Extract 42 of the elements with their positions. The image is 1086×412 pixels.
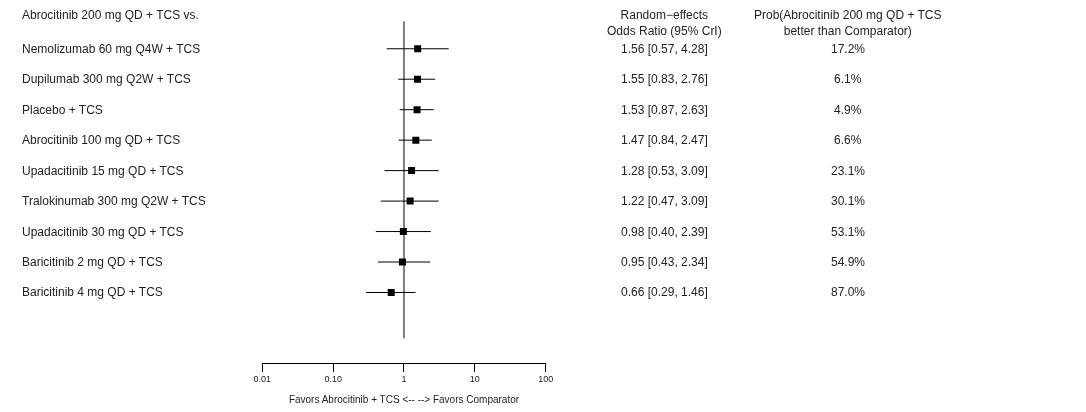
point [412, 136, 420, 144]
y-tick-label: Tralokinumab 300 mg Q2W + TCS [22, 194, 206, 208]
data-label: 0.98 [0.40, 2.39] [621, 225, 708, 239]
text: Abrocitinib 200 mg QD + TCS vs. [22, 8, 199, 22]
text: Prob(Abrocitinib 200 mg QD + TCS better than Comparator) [754, 8, 942, 38]
point [414, 45, 422, 53]
y-tick-label: Upadacitinib 30 mg QD + TCS [22, 225, 184, 239]
text: 54.9% [831, 255, 866, 269]
point [413, 106, 421, 114]
x-tick-label: 1 [401, 374, 407, 385]
text: 23.1% [831, 164, 866, 178]
text: 17.2% [831, 42, 866, 56]
point [413, 75, 421, 83]
text: 4.9% [834, 103, 862, 117]
data-label: 1.56 [0.57, 4.28] [621, 42, 708, 56]
data-label: 1.55 [0.83, 2.76] [621, 72, 708, 86]
text: 6.6% [834, 133, 862, 147]
x-tick-label: 100 [538, 374, 554, 385]
y-tick-label: Baricitinib 2 mg QD + TCS [22, 255, 163, 269]
data-label: 1.53 [0.87, 2.63] [621, 103, 708, 117]
x-tick-label: 10 [469, 374, 480, 385]
x-axis-title: Favors Abrocitinib + TCS <-- --> Favors Comparator [288, 393, 520, 405]
data-label: 1.28 [0.53, 3.09] [621, 164, 708, 178]
data-label: 1.22 [0.47, 3.09] [621, 194, 708, 208]
point [406, 197, 414, 205]
y-tick-label: Dupilumab 300 mg Q2W + TCS [22, 72, 191, 86]
data-label: 0.95 [0.43, 2.34] [621, 255, 708, 269]
y-tick-label: Nemolizumab 60 mg Q4W + TCS [22, 42, 201, 56]
x-tick-label: 0.01 [253, 374, 272, 385]
x-tick-label: 0.10 [324, 374, 342, 385]
y-tick-label: Placebo + TCS [22, 103, 103, 117]
data-label: 0.66 [0.29, 1.46] [621, 285, 708, 299]
text: Random−effects Odds Ratio (95% CrI) [607, 8, 722, 38]
y-tick-label: Upadacitinib 15 mg QD + TCS [22, 164, 184, 178]
text: 6.1% [834, 72, 862, 86]
y-tick-label: Abrocitinib 100 mg QD + TCS [22, 133, 181, 147]
y-tick-label: Baricitinib 4 mg QD + TCS [22, 285, 163, 299]
data-label: 1.47 [0.84, 2.47] [621, 133, 708, 147]
point [408, 167, 416, 175]
text: 87.0% [831, 285, 866, 299]
text: 53.1% [831, 225, 866, 239]
text: 30.1% [831, 194, 866, 208]
